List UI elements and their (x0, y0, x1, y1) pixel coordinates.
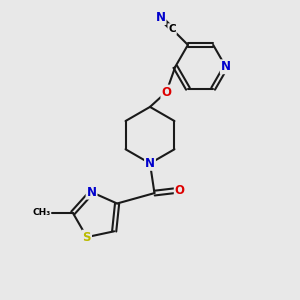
Text: N: N (145, 157, 155, 170)
Text: C: C (168, 24, 176, 34)
Text: N: N (156, 11, 166, 24)
Text: S: S (82, 231, 91, 244)
Text: N: N (221, 60, 231, 73)
Text: O: O (175, 184, 185, 196)
Text: O: O (161, 85, 171, 98)
Text: N: N (87, 186, 97, 199)
Text: CH₃: CH₃ (32, 208, 51, 217)
